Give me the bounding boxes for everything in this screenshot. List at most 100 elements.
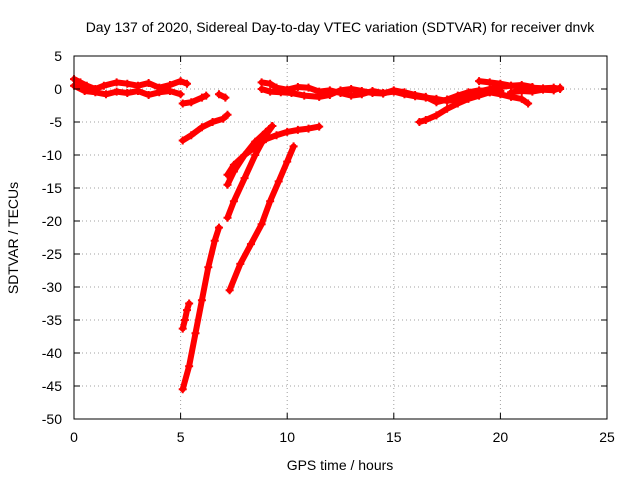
data-point bbox=[315, 92, 324, 101]
y-tick-label: -40 bbox=[42, 345, 62, 361]
data-point bbox=[225, 286, 234, 295]
data-point bbox=[485, 88, 494, 97]
chart-title: Day 137 of 2020, Sidereal Day-to-day VTE… bbox=[86, 19, 596, 35]
data-point bbox=[421, 116, 430, 125]
data-point bbox=[101, 90, 110, 99]
y-tick-label: -15 bbox=[42, 180, 62, 196]
data-point bbox=[246, 240, 255, 249]
series-arc-h bbox=[223, 121, 277, 222]
data-series bbox=[70, 75, 565, 394]
series-line bbox=[179, 300, 193, 332]
axis-ticks bbox=[73, 55, 608, 420]
data-point bbox=[176, 77, 185, 86]
series-arc-d bbox=[214, 90, 230, 102]
data-point bbox=[496, 90, 505, 99]
data-point bbox=[421, 92, 430, 101]
series-line bbox=[224, 123, 276, 221]
data-point bbox=[236, 259, 245, 268]
data-point bbox=[485, 78, 494, 87]
data-point bbox=[517, 94, 526, 103]
data-point bbox=[185, 299, 194, 308]
data-point bbox=[266, 197, 275, 206]
x-axis-label: GPS time / hours bbox=[287, 457, 394, 473]
data-point bbox=[178, 136, 187, 145]
x-tick-label: 20 bbox=[493, 429, 509, 445]
data-point bbox=[112, 78, 121, 87]
data-point bbox=[197, 123, 206, 132]
data-point bbox=[496, 79, 505, 88]
y-tick-label: -35 bbox=[42, 312, 62, 328]
data-point bbox=[357, 86, 366, 95]
data-point bbox=[257, 220, 266, 229]
data-point bbox=[336, 86, 345, 95]
data-point bbox=[229, 160, 238, 169]
series-arc-p bbox=[485, 88, 533, 108]
data-point bbox=[379, 89, 388, 98]
y-tick-label: -20 bbox=[42, 213, 62, 229]
data-point bbox=[475, 91, 484, 100]
data-point bbox=[123, 88, 132, 97]
data-point bbox=[144, 79, 153, 88]
y-tick-label: 0 bbox=[54, 81, 62, 97]
data-point bbox=[99, 81, 108, 90]
y-axis-label: SDTVAR / TECUs bbox=[5, 182, 21, 294]
data-point bbox=[293, 125, 302, 134]
data-point bbox=[549, 86, 558, 95]
data-point bbox=[368, 88, 377, 97]
data-point bbox=[223, 110, 232, 119]
data-point bbox=[165, 86, 174, 95]
data-point bbox=[432, 111, 441, 120]
grid bbox=[74, 56, 607, 419]
data-point bbox=[315, 122, 324, 131]
data-point bbox=[240, 174, 249, 183]
y-tick-label: 5 bbox=[54, 48, 62, 64]
data-point bbox=[556, 83, 565, 92]
data-point bbox=[528, 87, 537, 96]
data-point bbox=[208, 118, 217, 126]
data-point bbox=[400, 88, 409, 97]
series-arc-q bbox=[507, 83, 565, 97]
data-point bbox=[453, 91, 462, 100]
data-point bbox=[453, 99, 462, 108]
data-point bbox=[182, 79, 191, 88]
data-point bbox=[219, 114, 228, 123]
data-point bbox=[178, 324, 187, 333]
data-point bbox=[475, 77, 484, 86]
series-line bbox=[258, 86, 493, 106]
plot-frame bbox=[73, 55, 608, 420]
series-line bbox=[224, 123, 323, 178]
data-point bbox=[257, 85, 266, 93]
x-tick-label: 5 bbox=[177, 429, 185, 445]
data-point bbox=[91, 88, 100, 97]
data-point bbox=[182, 306, 191, 315]
data-point bbox=[76, 78, 85, 87]
series-arc-g bbox=[223, 122, 324, 179]
data-point bbox=[304, 124, 313, 133]
data-point bbox=[176, 90, 185, 99]
data-point bbox=[272, 131, 281, 140]
data-point bbox=[289, 142, 298, 151]
data-point bbox=[178, 99, 187, 108]
series-line bbox=[226, 143, 297, 294]
data-point bbox=[187, 98, 196, 107]
data-point bbox=[210, 236, 219, 245]
x-tick-label: 15 bbox=[386, 429, 402, 445]
data-point bbox=[389, 86, 398, 95]
series-arc-k bbox=[178, 299, 194, 333]
data-point bbox=[133, 86, 142, 95]
data-point bbox=[214, 223, 223, 232]
series-arc-c bbox=[178, 91, 211, 108]
data-point bbox=[276, 88, 285, 97]
data-point bbox=[80, 86, 89, 95]
data-point bbox=[240, 151, 249, 159]
data-point bbox=[274, 177, 283, 186]
data-point bbox=[251, 151, 260, 159]
data-point bbox=[223, 213, 232, 222]
data-point bbox=[415, 118, 424, 126]
data-point bbox=[180, 316, 189, 324]
y-tick-labels: 5 0 -5 -10 -15 -20 -25 -30 -35 -40 -45 -50 bbox=[42, 48, 62, 427]
data-point bbox=[178, 385, 187, 394]
data-point bbox=[347, 85, 356, 93]
data-point bbox=[443, 95, 452, 104]
data-point bbox=[197, 296, 206, 305]
